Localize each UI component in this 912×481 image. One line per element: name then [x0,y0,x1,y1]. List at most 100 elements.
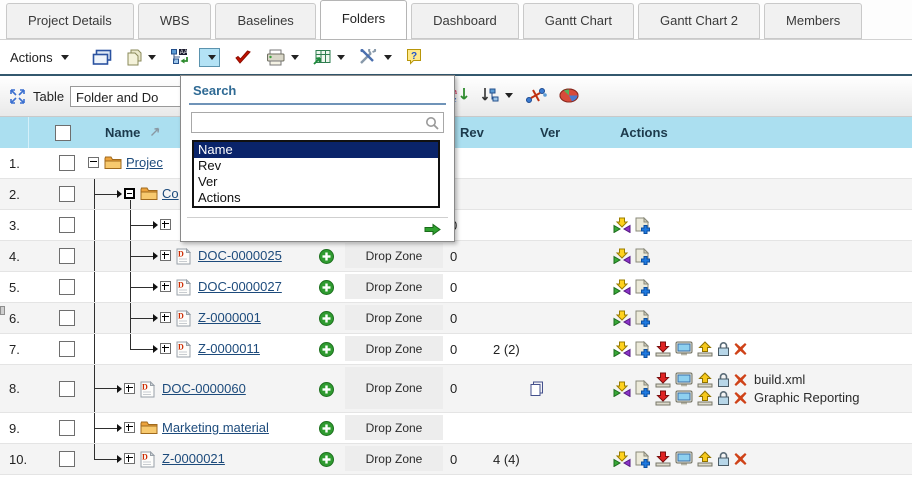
remove-filter-icon-button[interactable] [525,87,547,104]
row-checkbox[interactable] [48,179,86,209]
check-in-icon[interactable] [696,341,714,357]
name-link[interactable]: Co [162,186,179,201]
add-content-button[interactable] [319,342,334,357]
create-document-icon[interactable] [634,247,651,265]
lock-icon[interactable] [717,390,730,406]
add-content-button[interactable] [319,452,334,467]
add-to-route-icon[interactable] [613,279,631,295]
lock-icon[interactable] [717,451,730,467]
copy-document-icon-caret[interactable] [147,54,156,64]
fit-to-window-icon[interactable] [9,88,26,105]
row-checkbox[interactable] [48,303,86,333]
add-content-button[interactable] [319,311,334,326]
add-content-button[interactable] [319,249,334,264]
search-field-option-rev[interactable]: Rev [198,158,222,173]
copy-document-icon-button[interactable] [126,49,156,66]
add-to-route-icon[interactable] [613,341,631,357]
drop-zone[interactable]: Drop Zone [345,243,443,268]
tree-collapse-toggle[interactable] [88,157,99,168]
print-icon-button[interactable] [266,49,299,66]
name-link[interactable]: DOC-0000060 [162,380,246,396]
delete-icon[interactable] [733,342,748,356]
add-to-route-icon[interactable] [613,248,631,264]
search-dropdown-toggle-caret[interactable] [207,54,216,64]
tools-icon-caret[interactable] [383,54,392,64]
row-checkbox[interactable] [48,241,86,271]
tree-expand-toggle[interactable] [160,312,171,323]
drop-zone[interactable]: Drop Zone [345,305,443,330]
name-link[interactable]: DOC-0000025 [198,248,282,263]
help-icon-button[interactable]: ? [406,48,423,66]
tab-gantt-chart[interactable]: Gantt Chart [522,3,634,39]
add-to-route-icon[interactable] [613,381,631,397]
search-field-option-name[interactable]: Name [194,142,438,158]
tab-wbs[interactable]: WBS [137,3,212,39]
tree-expand-toggle[interactable] [160,250,171,261]
drop-zone[interactable]: Drop Zone [345,446,443,471]
actions-menu[interactable]: Actions [10,49,53,65]
lock-icon[interactable] [717,341,730,357]
row-checkbox[interactable] [48,334,86,364]
column-header-name[interactable]: Name [105,117,161,148]
create-document-icon[interactable] [634,278,651,296]
tab-dashboard[interactable]: Dashboard [411,3,519,39]
pane-splitter-handle[interactable] [0,306,5,315]
tree-expand-toggle[interactable] [160,219,171,230]
add-to-route-icon[interactable] [613,451,631,467]
sort-alphabetical-icon-button[interactable]: az [453,87,469,104]
export-table-icon-caret[interactable] [336,54,345,64]
chart-view-icon-button[interactable] [559,88,579,103]
sort-structure-icon-button[interactable] [481,87,513,104]
tools-icon-button[interactable] [359,46,392,65]
drop-zone[interactable]: Drop Zone [345,274,443,299]
row-checkbox[interactable] [48,272,86,302]
column-header-actions[interactable]: Actions [620,125,668,140]
row-checkbox[interactable] [48,210,86,240]
name-link[interactable]: Z-0000021 [162,451,225,466]
check-in-icon[interactable] [696,451,714,467]
preview-icon[interactable] [675,390,693,406]
add-content-button[interactable] [319,280,334,295]
tree-expand-toggle[interactable] [160,281,171,292]
tree-expand-toggle[interactable] [160,343,171,354]
go-arrow-button[interactable] [424,223,441,236]
search-field-option-ver[interactable]: Ver [198,174,218,189]
drop-zone[interactable]: Drop Zone [345,415,443,440]
create-document-icon[interactable] [634,216,651,234]
name-link[interactable]: DOC-0000027 [198,279,282,294]
name-link[interactable]: Z-0000001 [198,310,261,325]
add-content-button[interactable] [319,421,334,436]
tab-gantt-chart-2[interactable]: Gantt Chart 2 [637,3,761,39]
row-checkbox[interactable] [48,148,86,178]
drop-zone[interactable]: Drop Zone [345,367,443,409]
row-checkbox[interactable] [48,413,86,443]
tab-folders[interactable]: Folders [319,0,408,40]
drop-zone[interactable]: Drop Zone [345,336,443,361]
sort-structure-icon-caret[interactable] [505,93,513,102]
add-to-route-icon[interactable] [613,310,631,326]
search-input[interactable] [191,112,444,133]
download-icon[interactable] [654,372,672,388]
delete-icon[interactable] [733,452,748,466]
tab-project-details[interactable]: Project Details [6,3,134,39]
download-icon[interactable] [654,390,672,406]
tab-members[interactable]: Members [764,3,863,39]
download-icon[interactable] [654,341,672,357]
delete-icon[interactable] [733,391,748,405]
preview-icon[interactable] [675,451,693,467]
tree-expand-toggle[interactable] [124,422,135,433]
row-checkbox[interactable] [48,444,86,474]
preview-icon[interactable] [675,341,693,357]
preview-icon[interactable] [675,372,693,388]
tree-expand-toggle[interactable] [124,382,135,394]
tree-expand-toggle[interactable] [124,453,135,464]
download-icon[interactable] [654,451,672,467]
search-field-option-actions[interactable]: Actions [198,190,241,205]
row-checkbox[interactable] [48,365,86,412]
lock-icon[interactable] [717,372,730,388]
create-document-icon[interactable] [634,309,651,327]
name-link[interactable]: Projec [126,155,163,170]
cascade-windows-icon-button[interactable] [92,49,112,66]
create-document-icon[interactable] [634,340,651,358]
tree-collapse-toggle[interactable] [124,188,135,199]
